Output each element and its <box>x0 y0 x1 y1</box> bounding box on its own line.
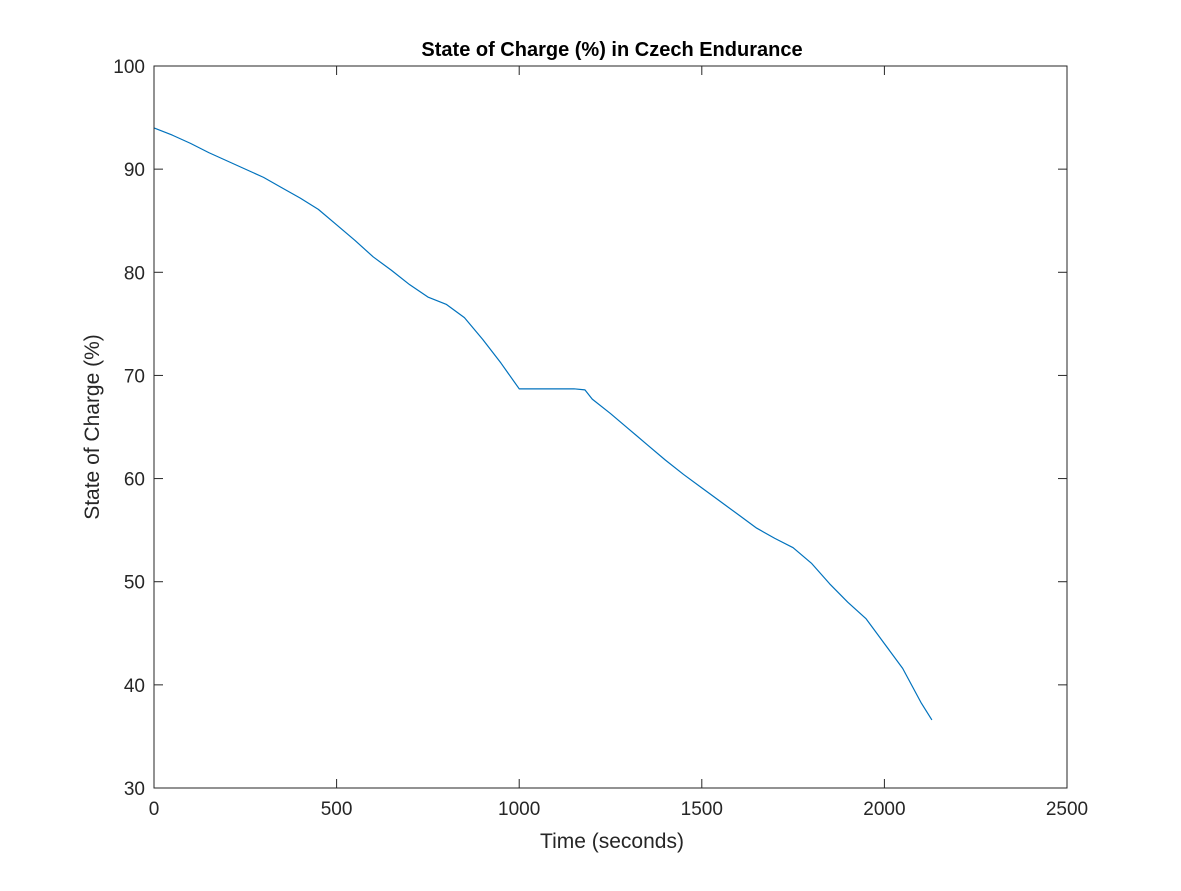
y-tick-label: 80 <box>124 263 145 284</box>
x-tick-label: 1500 <box>681 799 723 820</box>
x-tick-label: 2000 <box>863 799 905 820</box>
x-tick-label: 0 <box>149 799 160 820</box>
y-tick-label: 50 <box>124 573 145 594</box>
x-axis-label: Time (seconds) <box>540 830 684 853</box>
x-tick-label: 2500 <box>1046 799 1088 820</box>
y-tick-label: 40 <box>124 676 145 697</box>
y-tick-label: 30 <box>124 779 145 800</box>
axes-box <box>153 65 1068 789</box>
series-line-0 <box>153 127 933 721</box>
plot-area: 0 500 1000 1500 2000 2500 30 40 50 60 70 80 90 100 <box>113 57 1088 820</box>
y-tick-label: 60 <box>124 470 145 491</box>
y-tick-label: 70 <box>124 366 145 387</box>
x-tick-label: 500 <box>321 799 353 820</box>
y-tick-label: 90 <box>124 160 145 181</box>
y-axis-label: State of Charge (%) <box>81 334 104 520</box>
x-tick-label: 1000 <box>498 799 540 820</box>
y-tick-label: 100 <box>113 57 145 78</box>
chart-title: State of Charge (%) in Czech Endurance <box>421 39 802 61</box>
